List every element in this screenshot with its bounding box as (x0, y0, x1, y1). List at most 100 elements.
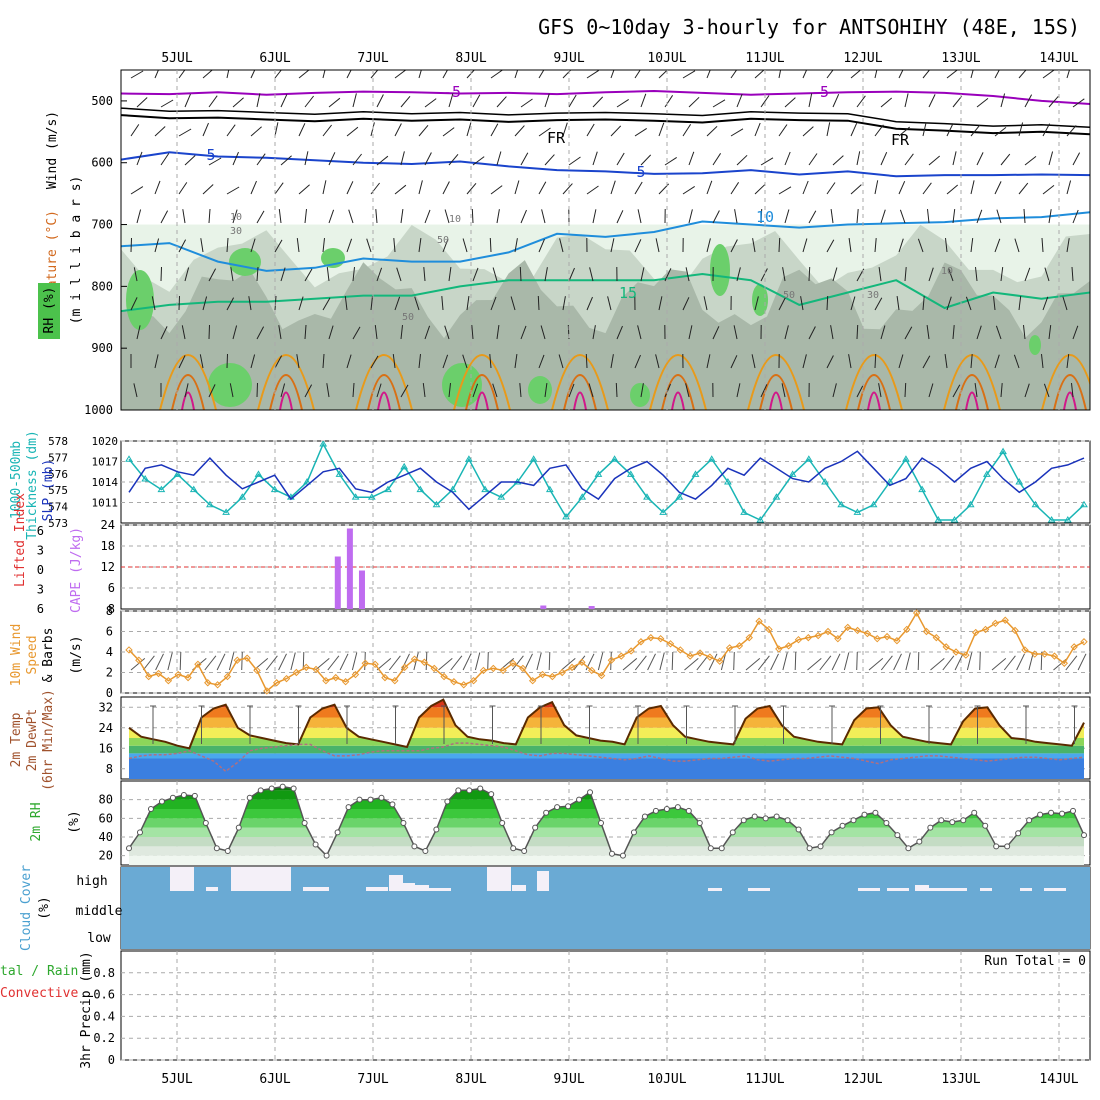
wind-barb (304, 151, 309, 166)
isotherm-20-arc (747, 354, 805, 410)
y-tick-label: 6 (106, 625, 113, 639)
thickness-tick-label: 576 (48, 468, 68, 481)
wind10-barb (757, 655, 770, 671)
wind10-barb (770, 653, 779, 671)
wind-barb (976, 325, 982, 340)
wind-barb (250, 180, 257, 195)
wind-barb (232, 325, 238, 340)
wind-barb (928, 267, 934, 282)
wind-barb (200, 238, 204, 253)
top-date-label: 5JUL (161, 51, 192, 66)
wind-barb (202, 122, 209, 137)
wind-barb (878, 267, 882, 282)
wind-barb (375, 209, 378, 224)
thickness-line-point (1031, 500, 1040, 508)
wind-barb (1000, 153, 1011, 166)
cape-bar (588, 606, 595, 609)
wind-barb (898, 354, 904, 369)
wind-barb (178, 295, 180, 311)
wind-barb (472, 267, 479, 282)
wind-barb (394, 123, 402, 137)
wind-barb (778, 70, 782, 79)
wind10-line-point (204, 679, 212, 687)
wind-barb (178, 355, 186, 369)
wind-barb (442, 181, 450, 195)
wind-barb (296, 354, 300, 369)
wind-barb (322, 353, 325, 369)
wind-barb (1043, 383, 1050, 398)
wind-barb (352, 267, 355, 282)
wind-barb (326, 383, 330, 398)
cape-tick-label: 6 (108, 581, 115, 595)
y-tick-label: 20 (99, 849, 113, 863)
rh2m-line-point (378, 794, 385, 801)
precip-tick-label: 0 (108, 1053, 115, 1067)
wind-barb (274, 70, 282, 79)
wind-barb (519, 383, 522, 398)
wind10-line-point (371, 660, 379, 669)
wind-barb (208, 324, 210, 340)
wind-barb (688, 209, 693, 224)
precip-axis-label-2: Convective (0, 986, 78, 1001)
wind-barb (232, 151, 239, 166)
wind-barb (514, 125, 525, 137)
rh2m-line-point (598, 820, 605, 826)
wind-barb (850, 184, 862, 195)
wind-barb (418, 180, 423, 195)
wind-barb (682, 124, 692, 137)
rh2m-line-point (147, 806, 154, 812)
wind-barb (808, 210, 817, 224)
wind-barb (466, 296, 470, 311)
wind-barb (444, 325, 450, 340)
wind-barb (1024, 156, 1037, 166)
thickness-line-point (772, 493, 781, 500)
wind10-barb (265, 655, 278, 671)
thickness-line-point (529, 455, 538, 462)
thickness-line-point (707, 455, 716, 462)
wind-barb (974, 383, 978, 398)
rh2m-line-point (1070, 807, 1077, 814)
wind-barb (136, 325, 141, 340)
temp-band (129, 745, 1084, 754)
cloud-clear-block (537, 871, 549, 891)
y-tick-label: 60 (99, 811, 113, 825)
rh-band (136, 827, 1084, 838)
wind10-line-point (499, 666, 507, 675)
pressure-tick-label: 800 (91, 279, 113, 293)
rh-band (129, 855, 1084, 865)
wind-barb (400, 325, 403, 340)
wind-barb (489, 237, 492, 253)
wind-barb (904, 382, 907, 398)
wind-barb (899, 209, 906, 224)
wind10-line-point (164, 676, 173, 685)
wind10-line-point (942, 643, 950, 651)
rh2m-line-point (400, 820, 407, 826)
isotherm-30-arc (965, 391, 979, 410)
wind-barb (712, 99, 726, 108)
isotherm-30-arc (1063, 391, 1077, 410)
cloud-clear-block (708, 888, 722, 891)
wind10-line-point (351, 670, 360, 679)
thickness-line-point (319, 441, 328, 447)
cloud-clear-block (929, 888, 967, 891)
wind-barb (182, 209, 186, 224)
isotherm-label: 5 (206, 146, 215, 164)
thickness-line-point (869, 500, 878, 508)
wind10-line-point (272, 679, 281, 687)
thickness-axis-label-1: 1000-500mb (9, 441, 24, 519)
wind-barb (592, 209, 597, 224)
wind-barb (448, 153, 459, 166)
rh-band (142, 818, 1081, 828)
wind-barb (592, 325, 596, 340)
isotherm-20-arc (355, 354, 413, 410)
wind-barb (366, 238, 372, 253)
wind10-barb (893, 653, 902, 671)
wind-barb (544, 93, 550, 108)
precip-tick-label: 0.2 (93, 1031, 115, 1045)
thickness-line-point (934, 515, 943, 523)
wind-barb (946, 184, 959, 195)
wind-barb (226, 297, 235, 311)
wind-barb (568, 156, 581, 166)
wind-barb (274, 122, 279, 137)
